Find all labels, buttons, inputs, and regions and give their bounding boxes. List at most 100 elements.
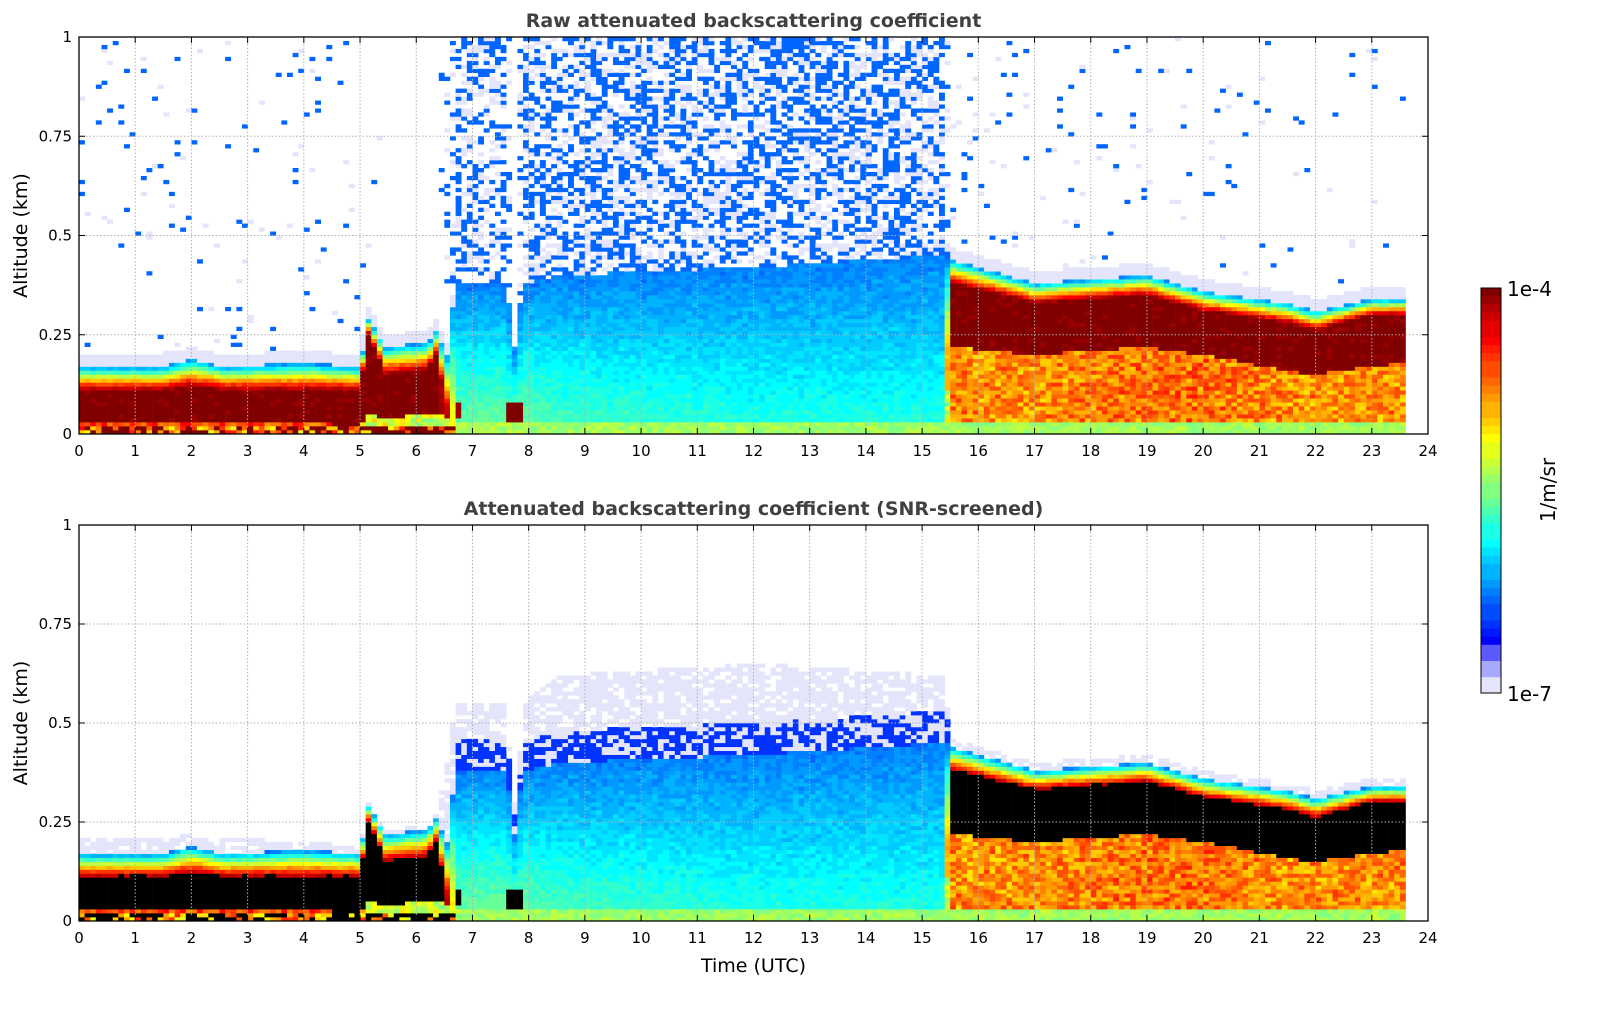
heatmap-cell bbox=[466, 382, 473, 387]
heatmap-cell bbox=[747, 88, 754, 93]
heatmap-cell bbox=[455, 299, 462, 312]
heatmap-cell bbox=[865, 259, 872, 268]
heatmap-cell bbox=[702, 414, 709, 423]
heatmap-cell bbox=[107, 219, 114, 224]
heatmap-cell bbox=[494, 80, 501, 89]
heatmap-cell bbox=[517, 378, 524, 383]
heatmap-cell bbox=[596, 52, 603, 62]
heatmap-cell bbox=[388, 350, 395, 355]
heatmap-cell bbox=[281, 390, 288, 423]
heatmap-cell bbox=[691, 283, 698, 292]
heatmap-cell bbox=[714, 80, 721, 89]
heatmap-cell bbox=[624, 195, 631, 205]
heatmap-cell bbox=[213, 338, 220, 343]
heatmap-cell bbox=[562, 251, 569, 256]
heatmap-cell bbox=[731, 370, 737, 383]
heatmap-cell bbox=[871, 291, 878, 296]
heatmap-cell bbox=[742, 160, 749, 165]
heatmap-cell bbox=[466, 410, 473, 415]
heatmap-cell bbox=[562, 48, 569, 54]
heatmap-cell bbox=[843, 140, 850, 149]
heatmap-cell bbox=[438, 72, 445, 81]
heatmap-cell bbox=[618, 426, 625, 431]
heatmap-cell bbox=[545, 199, 552, 205]
heatmap-cell bbox=[376, 374, 383, 379]
heatmap-cell bbox=[438, 394, 445, 399]
heatmap-cell bbox=[523, 148, 529, 153]
heatmap-cell bbox=[641, 378, 647, 383]
heatmap-cell bbox=[135, 231, 142, 236]
heatmap-cell bbox=[573, 271, 580, 276]
heatmap-cell bbox=[770, 394, 777, 403]
heatmap-cell bbox=[590, 108, 597, 121]
heatmap-cell bbox=[534, 48, 541, 54]
heatmap-cell bbox=[579, 287, 586, 296]
heatmap-cell bbox=[820, 406, 827, 411]
heatmap-cell bbox=[405, 378, 411, 383]
heatmap-cell bbox=[539, 346, 546, 363]
heatmap-cell bbox=[466, 251, 473, 264]
heatmap-cell bbox=[702, 310, 709, 316]
heatmap-cell bbox=[573, 223, 580, 228]
heatmap-cell bbox=[152, 366, 158, 371]
heatmap-cell bbox=[686, 116, 692, 121]
heatmap-cell bbox=[820, 267, 827, 288]
heatmap-cell bbox=[101, 80, 108, 85]
heatmap-cell bbox=[393, 354, 400, 359]
heatmap-cell bbox=[759, 283, 766, 288]
heatmap-cell bbox=[618, 164, 625, 185]
heatmap-cell bbox=[646, 76, 653, 81]
heatmap-cell bbox=[466, 160, 473, 165]
heatmap-cell bbox=[781, 430, 788, 435]
heatmap-cell bbox=[360, 398, 366, 403]
heatmap-cell bbox=[641, 160, 647, 165]
heatmap-cell bbox=[905, 302, 912, 308]
heatmap-cell bbox=[747, 326, 754, 332]
heatmap-cell bbox=[787, 124, 794, 129]
heatmap-cell bbox=[899, 374, 906, 383]
heatmap-cell bbox=[849, 390, 855, 395]
heatmap-cell bbox=[270, 378, 277, 383]
heatmap-cell bbox=[781, 68, 788, 77]
heatmap-cell bbox=[270, 346, 277, 351]
heatmap-cell bbox=[562, 414, 569, 423]
heatmap-cell bbox=[781, 148, 788, 153]
heatmap-cell bbox=[871, 366, 878, 371]
heatmap-cell bbox=[663, 211, 670, 220]
heatmap-cell bbox=[365, 414, 372, 423]
heatmap-cell bbox=[804, 318, 811, 328]
heatmap-cell bbox=[174, 414, 181, 423]
heatmap-cell bbox=[303, 112, 310, 117]
heatmap-cell bbox=[230, 366, 237, 371]
heatmap-cell bbox=[759, 322, 766, 340]
heatmap-cell bbox=[787, 330, 794, 355]
heatmap-cell bbox=[719, 207, 726, 228]
heatmap-cell bbox=[854, 358, 861, 367]
heatmap-cell bbox=[770, 390, 777, 395]
heatmap-cell bbox=[360, 390, 366, 395]
heatmap-cell bbox=[129, 386, 136, 391]
heatmap-cell bbox=[612, 299, 619, 308]
heatmap-cell bbox=[882, 48, 889, 54]
heatmap-cell bbox=[837, 267, 844, 280]
heatmap-cell bbox=[579, 354, 586, 371]
heatmap-cell bbox=[337, 390, 344, 399]
heatmap-cell bbox=[646, 207, 653, 212]
heatmap-cell bbox=[843, 207, 850, 212]
heatmap-cell bbox=[691, 410, 698, 415]
heatmap-cell bbox=[888, 263, 895, 276]
heatmap-cell bbox=[539, 263, 546, 268]
heatmap-cell bbox=[804, 132, 811, 137]
heatmap-cell bbox=[697, 255, 704, 260]
heatmap-cell bbox=[258, 382, 265, 387]
heatmap-cell bbox=[601, 334, 608, 351]
heatmap-cell bbox=[635, 72, 642, 77]
heatmap-cell bbox=[264, 374, 271, 379]
heatmap-cell bbox=[449, 112, 456, 117]
heatmap-cell bbox=[112, 426, 119, 431]
heatmap-cell bbox=[607, 295, 614, 308]
heatmap-cell bbox=[905, 358, 912, 367]
heatmap-cell bbox=[472, 350, 479, 355]
heatmap-cell bbox=[635, 92, 642, 105]
heatmap-cell bbox=[731, 342, 737, 347]
